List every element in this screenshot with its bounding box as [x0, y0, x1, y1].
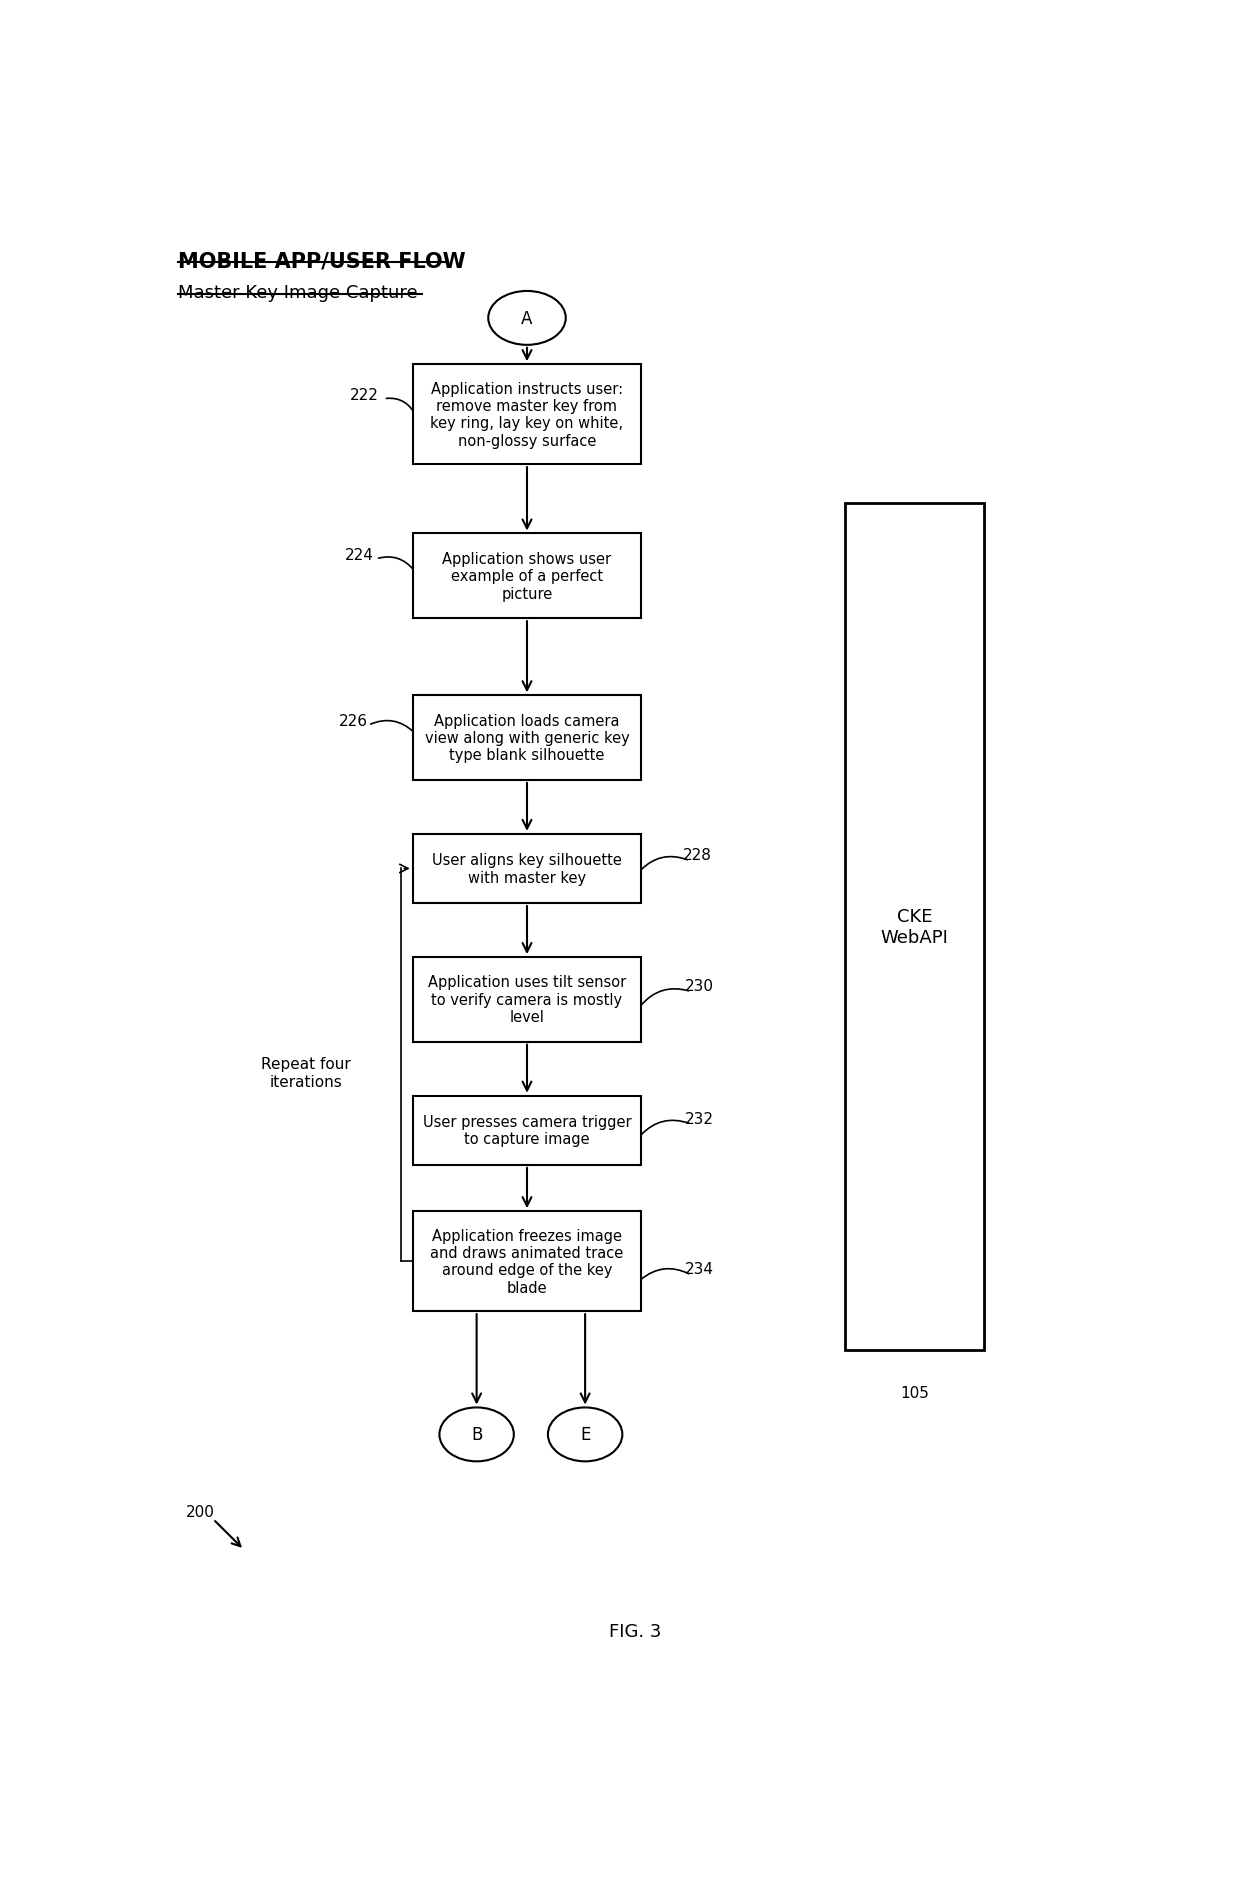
FancyBboxPatch shape: [413, 1096, 641, 1166]
Text: 230: 230: [686, 978, 714, 993]
Text: User presses camera trigger
to capture image: User presses camera trigger to capture i…: [423, 1115, 631, 1147]
Text: CKE
WebAPI: CKE WebAPI: [880, 908, 949, 946]
Text: Application freezes image
and draws animated trace
around edge of the key
blade: Application freezes image and draws anim…: [430, 1228, 624, 1295]
Text: 226: 226: [339, 714, 368, 729]
FancyBboxPatch shape: [413, 365, 641, 464]
Text: E: E: [580, 1425, 590, 1444]
Text: User aligns key silhouette
with master key: User aligns key silhouette with master k…: [432, 854, 622, 885]
Text: Application loads camera
view along with generic key
type blank silhouette: Application loads camera view along with…: [424, 713, 630, 763]
Text: 224: 224: [345, 547, 373, 562]
FancyBboxPatch shape: [413, 1211, 641, 1312]
Text: 234: 234: [686, 1261, 714, 1277]
Text: 200: 200: [186, 1504, 215, 1519]
Text: 228: 228: [683, 848, 712, 863]
Text: 232: 232: [686, 1111, 714, 1126]
FancyBboxPatch shape: [413, 534, 641, 619]
Text: Application shows user
example of a perfect
picture: Application shows user example of a perf…: [443, 551, 611, 602]
Text: MOBILE APP/USER FLOW: MOBILE APP/USER FLOW: [179, 252, 466, 271]
Text: Repeat four
iterations: Repeat four iterations: [262, 1057, 351, 1089]
Text: Application uses tilt sensor
to verify camera is mostly
level: Application uses tilt sensor to verify c…: [428, 976, 626, 1025]
Text: A: A: [521, 310, 533, 327]
Text: B: B: [471, 1425, 482, 1444]
Text: Master Key Image Capture: Master Key Image Capture: [179, 284, 418, 303]
FancyBboxPatch shape: [844, 504, 985, 1350]
FancyBboxPatch shape: [413, 835, 641, 904]
Text: 222: 222: [350, 387, 378, 402]
Ellipse shape: [489, 291, 565, 346]
FancyBboxPatch shape: [413, 957, 641, 1042]
Text: 105: 105: [900, 1386, 929, 1401]
Ellipse shape: [439, 1408, 513, 1461]
Text: FIG. 3: FIG. 3: [609, 1622, 662, 1639]
Ellipse shape: [548, 1408, 622, 1461]
FancyBboxPatch shape: [413, 696, 641, 780]
Text: Application instructs user:
remove master key from
key ring, lay key on white,
n: Application instructs user: remove maste…: [430, 382, 624, 449]
